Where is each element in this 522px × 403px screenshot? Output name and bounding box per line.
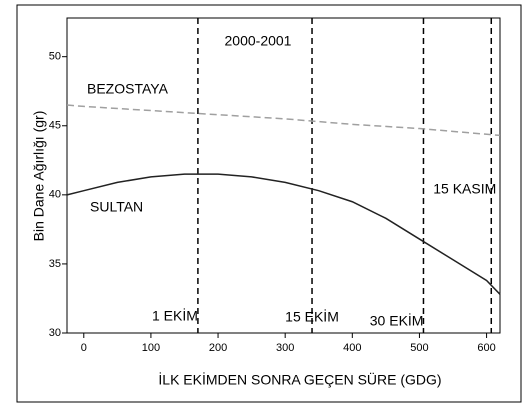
y-axis-label: Bin Dane Ağırlığı (gr) [31, 111, 47, 242]
outer-frame [16, 4, 522, 403]
y-tick-label: 40 [49, 189, 61, 201]
x-tick-label: 400 [343, 342, 361, 354]
series-label: BEZOSTAYA [87, 81, 169, 97]
x-tick-label: 500 [410, 342, 428, 354]
vertical-line-label: 30 EKİM [370, 312, 424, 329]
vertical-line-label: 15 KASIM [433, 181, 496, 197]
series-line [66, 104, 501, 137]
x-tick-label: 600 [477, 342, 495, 354]
y-tick-label: 35 [49, 258, 61, 270]
series-line [66, 173, 501, 295]
vertical-line-label: 15 EKİM [285, 308, 339, 325]
annotation: 2000-2001 [225, 33, 292, 49]
y-tick-label: 30 [49, 327, 61, 339]
x-axis-label: İLK EKİMDEN SONRA GEÇEN SÜRE (GDG) [158, 371, 441, 388]
x-tick-label: 300 [276, 342, 294, 354]
vertical-line-label: 1 EKİM [152, 307, 198, 324]
y-tick-label: 50 [49, 51, 61, 63]
x-tick-label: 200 [209, 342, 227, 354]
y-tick-label: 45 [49, 120, 61, 132]
x-tick-label: 100 [142, 342, 160, 354]
plot-frame [66, 17, 501, 334]
x-tick-label: 0 [81, 342, 87, 354]
series-label: SULTAN [90, 199, 143, 215]
